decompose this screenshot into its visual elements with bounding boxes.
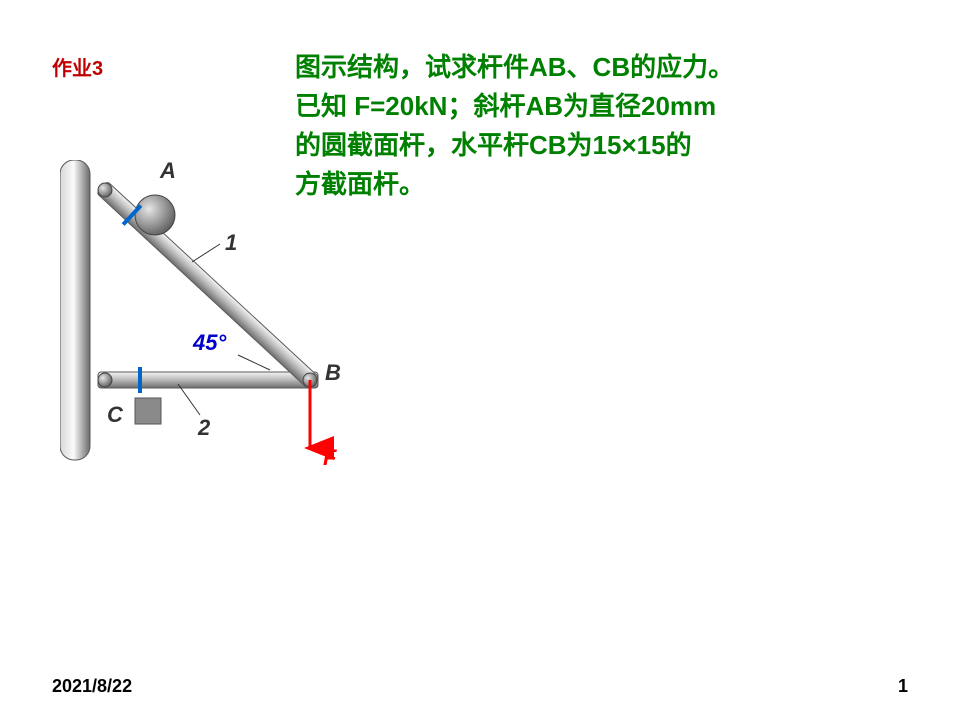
label-b: B: [325, 360, 341, 386]
leader-line-2: [178, 384, 200, 415]
label-a: A: [160, 158, 176, 184]
leader-line-1: [192, 244, 220, 262]
label-f: F: [323, 445, 336, 471]
wall-column: [60, 160, 90, 460]
label-c: C: [107, 402, 123, 428]
label-2: 2: [198, 415, 210, 441]
problem-line-2: 已知 F=20kN；斜杆AB为直径20mm: [295, 87, 734, 126]
section-square-icon: [135, 398, 161, 424]
label-angle: 45°: [193, 330, 226, 356]
angle-leader: [238, 355, 270, 370]
pin-c: [98, 373, 112, 387]
pin-a: [98, 183, 112, 197]
bar-cb: [98, 372, 318, 388]
structure-diagram: [60, 160, 400, 480]
problem-line-1: 图示结构，试求杆件AB、CB的应力。: [295, 48, 734, 87]
footer-page: 1: [898, 676, 908, 697]
label-1: 1: [225, 230, 237, 256]
bar-ab: [97, 181, 319, 388]
hinge-circle: [135, 195, 175, 235]
footer-date: 2021/8/22: [52, 676, 132, 697]
header-label: 作业3: [52, 52, 103, 81]
